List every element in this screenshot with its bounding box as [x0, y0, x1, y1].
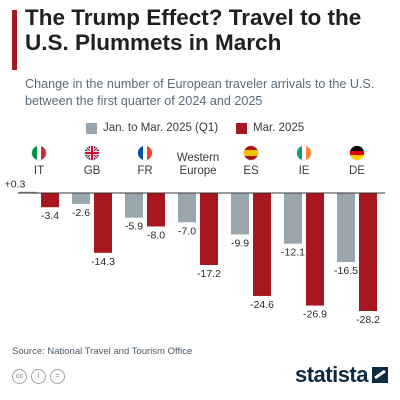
- bar-q1: [178, 193, 196, 223]
- value-label-march: -17.2: [197, 268, 221, 280]
- statista-logo[interactable]: statista: [295, 362, 388, 388]
- value-label-q1: -16.5: [334, 265, 358, 277]
- it-flag-icon: [32, 146, 46, 160]
- value-label-q1: -7.0: [178, 225, 196, 237]
- fr-flag-icon: [138, 146, 152, 160]
- chart-title: The Trump Effect? Travel to the U.S. Plu…: [25, 5, 362, 55]
- value-label-march: -3.4: [41, 210, 59, 222]
- value-label-q1: -2.6: [72, 207, 90, 219]
- category-label: FR: [137, 165, 152, 177]
- legend-item-q1: Jan. to Mar. 2025 (Q1): [86, 119, 218, 137]
- bar-q1: [231, 193, 249, 235]
- legend-label-march: Mar. 2025: [253, 122, 305, 134]
- value-label-march: -24.6: [250, 299, 274, 311]
- statista-logo-text: statista: [294, 362, 369, 387]
- category-label: IT: [34, 165, 44, 177]
- chart-subtitle: Change in the number of European travele…: [25, 77, 375, 108]
- bar-march: [200, 193, 218, 265]
- bar-q1: [337, 193, 355, 263]
- category-label: ES: [243, 165, 259, 177]
- bar-q1: [125, 193, 143, 218]
- bar-march: [359, 193, 377, 311]
- legend-swatch-q1: [86, 122, 97, 134]
- category-label: DE: [349, 165, 365, 177]
- value-label-march: -14.3: [91, 256, 115, 268]
- ie-flag-icon: [297, 146, 311, 160]
- chart-legend: Jan. to Mar. 2025 (Q1) Mar. 2025: [0, 119, 400, 137]
- license-icons: cc i =: [12, 369, 65, 384]
- bar-q1: [72, 193, 90, 204]
- source-note: Source: National Travel and Tourism Offi…: [12, 346, 193, 357]
- category-label: IE: [299, 165, 310, 177]
- statista-logo-icon: [372, 367, 388, 383]
- legend-label-q1: Jan. to Mar. 2025 (Q1): [103, 122, 219, 134]
- bar-march: [41, 193, 59, 208]
- value-label-q1: -12.1: [281, 247, 305, 259]
- value-label-march: -26.9: [303, 309, 327, 321]
- equals-icon[interactable]: =: [50, 369, 65, 384]
- bar-q1: [19, 191, 37, 193]
- value-label-march: -8.0: [147, 229, 165, 241]
- by-icon[interactable]: i: [31, 369, 46, 384]
- bar-q1: [284, 193, 302, 244]
- category-label: GB: [84, 165, 101, 177]
- value-label-q1: +0.3: [5, 179, 26, 191]
- value-label-q1: -9.9: [231, 237, 249, 249]
- value-label-q1: -5.9: [125, 221, 143, 233]
- bar-march: [147, 193, 165, 227]
- category-label: Western Europe: [177, 152, 220, 177]
- cc-icon[interactable]: cc: [12, 369, 27, 384]
- legend-swatch-march: [236, 122, 247, 134]
- es-flag-icon: [244, 146, 258, 160]
- legend-item-march: Mar. 2025: [236, 119, 304, 137]
- bar-march: [306, 193, 324, 306]
- bar-march: [94, 193, 112, 253]
- bar-march: [253, 193, 271, 296]
- title-accent-bar: [12, 10, 17, 70]
- value-label-march: -28.2: [356, 314, 380, 326]
- de-flag-icon: [350, 146, 364, 160]
